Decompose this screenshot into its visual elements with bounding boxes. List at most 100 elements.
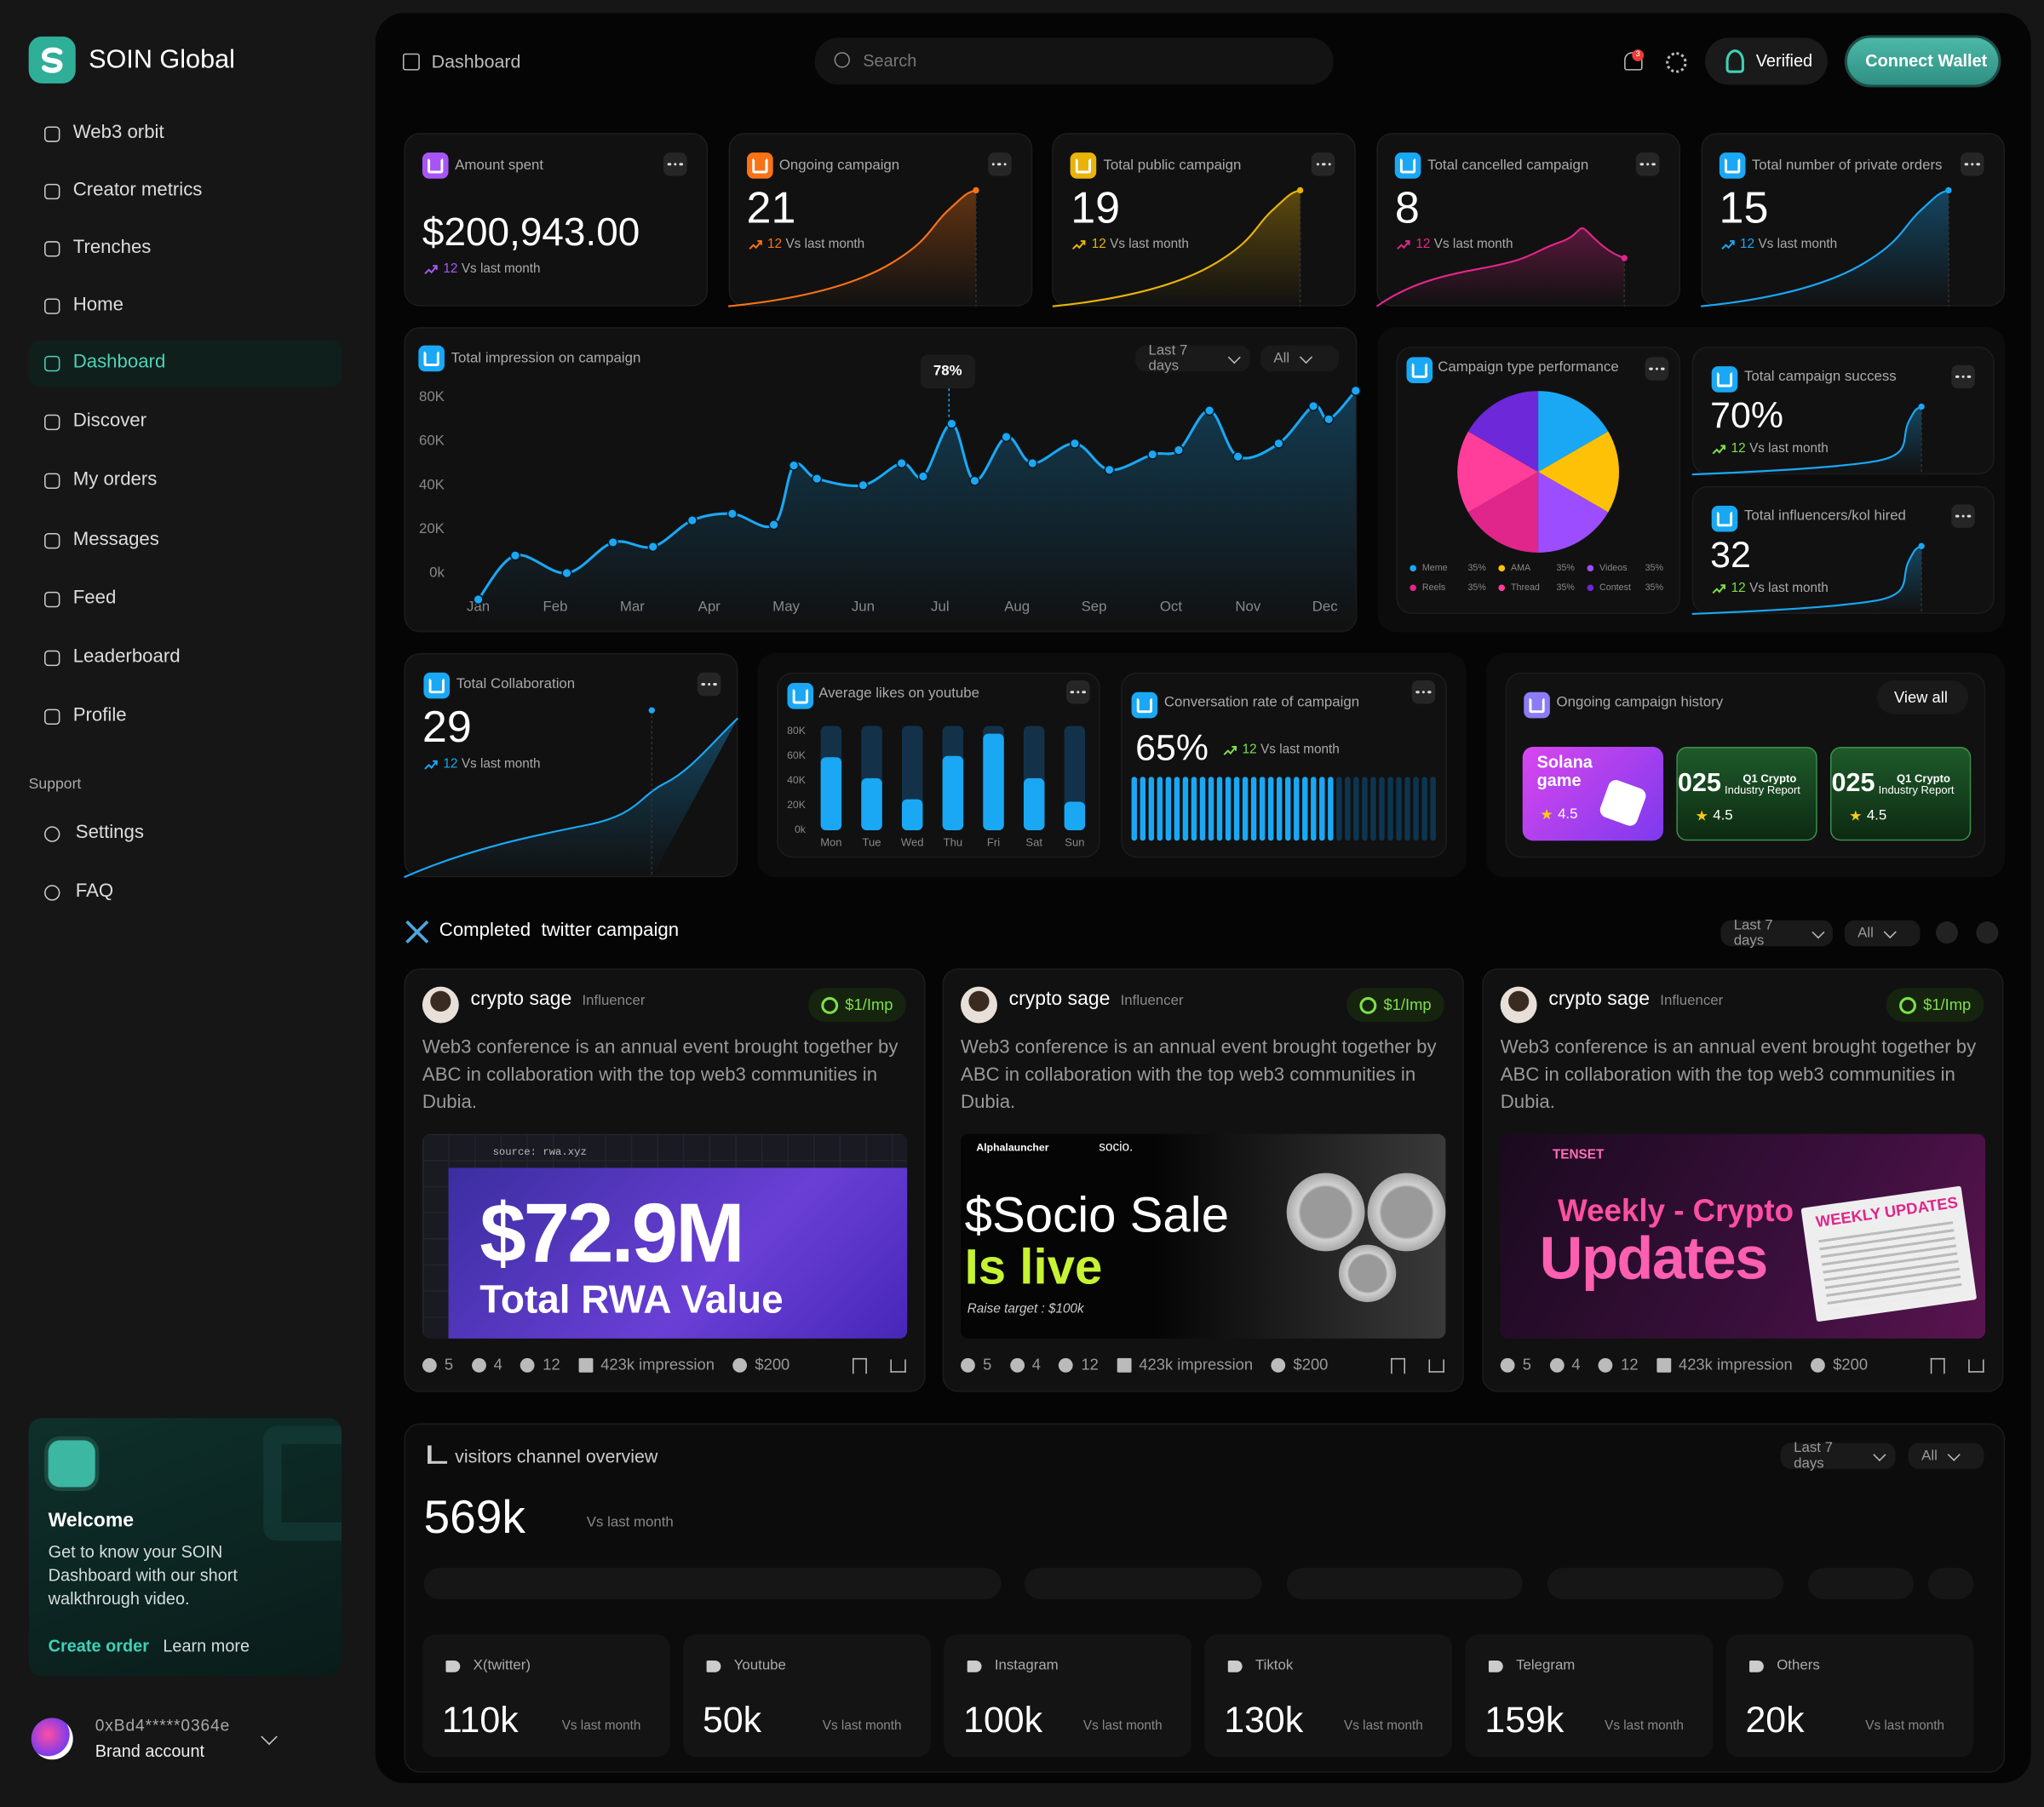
stat-icon <box>471 1357 486 1372</box>
nav-item[interactable]: Home <box>29 283 342 330</box>
nav-label: Creator metrics <box>72 180 203 202</box>
bookmark-button[interactable] <box>853 1357 867 1374</box>
price-icon <box>1899 996 1917 1014</box>
post-stat: 423k impression <box>1679 1355 1793 1374</box>
notification-badge: 3 <box>1632 49 1645 61</box>
stat-icon <box>732 1357 748 1372</box>
glyph <box>1136 697 1153 714</box>
more-button[interactable] <box>1066 680 1090 704</box>
author-name: crypto sage <box>470 988 572 1011</box>
stat-value: 15 <box>1719 183 1769 233</box>
stat-value: 8 <box>1394 183 1420 233</box>
nav-item[interactable]: Dashboard <box>28 340 342 387</box>
rating-value: 4.5 <box>1713 807 1733 824</box>
dot <box>1651 162 1656 166</box>
author-role: Influencer <box>1120 993 1184 1009</box>
share-button[interactable] <box>1428 1359 1444 1373</box>
nav-item[interactable]: Discover <box>29 399 342 445</box>
nav-label: Messages <box>72 529 159 551</box>
verified-pill[interactable]: Verified <box>1705 37 1828 85</box>
nav-item[interactable]: Messages <box>29 518 342 565</box>
more-button[interactable] <box>1960 152 1984 176</box>
star <box>1850 810 1862 821</box>
nav-item[interactable]: FAQ <box>29 869 342 916</box>
nav-item[interactable]: Feed <box>29 577 342 623</box>
prev-button[interactable] <box>1935 921 1958 944</box>
rating-value: 4.5 <box>1558 806 1578 823</box>
more-button[interactable] <box>1951 364 1975 389</box>
filter[interactable]: Last 7 days <box>1780 1440 1896 1471</box>
glyph <box>751 158 768 174</box>
trend-icon <box>1072 240 1087 250</box>
learn-more-link[interactable]: Learn more <box>163 1636 250 1656</box>
more-button[interactable] <box>1645 357 1669 381</box>
nav-label: Web3 orbit <box>72 123 164 144</box>
author-name: crypto sage <box>1008 988 1111 1011</box>
dot <box>1649 367 1653 371</box>
channel-bar-placeholder <box>1547 1568 1783 1600</box>
nav-item[interactable]: Creator metrics <box>29 168 342 215</box>
post-stats: 5 4 12 423k impression $200 <box>422 1356 789 1374</box>
bookmark-button[interactable] <box>1391 1357 1405 1374</box>
change-label: Vs last month <box>1758 237 1838 252</box>
banner-panel <box>448 1167 908 1339</box>
filter[interactable]: Last 7 days <box>1720 918 1834 949</box>
post-stat: 4 <box>1031 1355 1041 1374</box>
bookmark-button[interactable] <box>1930 1357 1945 1374</box>
create-order-link[interactable]: Create order <box>48 1636 149 1656</box>
filter[interactable]: All <box>1844 920 1921 947</box>
filter[interactable]: All <box>1908 1443 1984 1469</box>
price-pill: $1/Imp <box>1886 988 1984 1022</box>
filter-label: All <box>1921 1448 1938 1464</box>
more-button[interactable] <box>1411 680 1436 704</box>
nav-item[interactable]: Leaderboard <box>29 634 342 681</box>
filter[interactable]: Last 7 days <box>1135 343 1250 374</box>
nav-item[interactable]: My orders <box>29 457 342 504</box>
channel-value: 100k <box>963 1700 1043 1741</box>
settings-icon[interactable] <box>1666 52 1687 73</box>
icon <box>422 152 449 179</box>
change-value: 12 <box>443 757 458 772</box>
campaign-thumbnail[interactable]: Solana game 4.5 <box>1522 747 1664 841</box>
more-button[interactable] <box>987 152 1012 176</box>
nav-item[interactable]: Profile <box>29 693 342 740</box>
channel-name: Tiktok <box>1255 1658 1294 1674</box>
more-button[interactable] <box>1951 504 1975 528</box>
campaign-thumbnail[interactable]: 025 Q1 Crypto Industry Report 4.5 <box>1829 747 1972 841</box>
search-box[interactable]: Search <box>814 37 1334 85</box>
icon <box>1131 691 1158 719</box>
nav-item[interactable]: Web3 orbit <box>29 111 342 158</box>
glyph <box>428 158 444 174</box>
trend-icon <box>424 760 438 770</box>
connect-wallet-button[interactable]: Connect Wallet <box>1846 37 1999 85</box>
x-glyph <box>405 920 429 944</box>
search-placeholder: Search <box>863 50 917 71</box>
stat-value: 19 <box>1071 183 1121 233</box>
nav-item[interactable]: Settings <box>29 811 342 858</box>
more-button[interactable] <box>663 152 687 176</box>
change-value: 12 <box>1415 237 1431 252</box>
account-menu[interactable] <box>261 1728 278 1746</box>
channel-name: Others <box>1777 1658 1820 1674</box>
more-button[interactable] <box>1312 152 1335 176</box>
brand-name: SOIN Global <box>89 45 235 75</box>
channel-name: Instagram <box>994 1658 1059 1674</box>
filter[interactable]: All <box>1260 345 1339 372</box>
campaign-thumbnail[interactable]: 025 Q1 Crypto Industry Report 4.5 <box>1676 747 1817 841</box>
share-button[interactable] <box>890 1359 906 1373</box>
thumbnail-title: Q1 Crypto <box>1897 771 1950 785</box>
channel-label: Vs last month <box>1605 1718 1684 1734</box>
view-all-button[interactable]: View all <box>1877 680 1969 714</box>
post-stat: 4 <box>1571 1355 1581 1374</box>
next-button[interactable] <box>1976 921 1999 944</box>
logo-mark <box>41 47 63 73</box>
thumbnail-subtitle: Industry Report <box>1878 783 1955 797</box>
share-button[interactable] <box>1968 1359 1984 1373</box>
more-button[interactable] <box>1636 152 1660 176</box>
stat-label: Ongoing campaign <box>778 158 900 175</box>
channel-label: Vs last month <box>822 1718 902 1734</box>
dot <box>1967 375 1971 379</box>
nav-item[interactable]: Trenches <box>29 226 342 272</box>
nav-icon <box>44 183 60 200</box>
more-button[interactable] <box>697 672 721 697</box>
